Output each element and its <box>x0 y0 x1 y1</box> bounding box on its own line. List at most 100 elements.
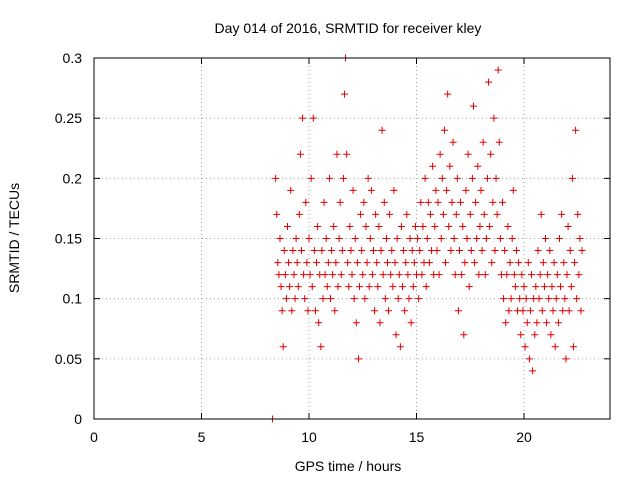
data-point <box>274 259 282 267</box>
data-point <box>317 343 325 351</box>
data-point <box>367 186 375 194</box>
data-point <box>322 235 330 242</box>
data-point <box>550 259 558 267</box>
data-point <box>473 235 481 242</box>
data-point <box>568 174 576 182</box>
data-point <box>339 174 347 182</box>
data-point <box>569 343 577 351</box>
data-point <box>536 271 544 279</box>
data-point <box>446 162 454 170</box>
data-point <box>448 198 456 206</box>
data-point <box>353 259 361 267</box>
data-point <box>471 259 479 267</box>
data-point <box>553 271 561 279</box>
data-point <box>469 102 477 110</box>
data-point <box>327 295 334 303</box>
data-point <box>518 271 526 279</box>
data-point <box>411 222 419 230</box>
data-point <box>415 295 423 303</box>
data-point <box>572 126 580 134</box>
data-point <box>425 259 433 267</box>
data-point <box>526 307 534 315</box>
data-point <box>308 283 316 291</box>
data-point <box>314 222 322 230</box>
data-point <box>429 162 437 170</box>
x-tick-label: 20 <box>516 429 532 445</box>
data-point <box>301 295 309 303</box>
data-point <box>407 319 415 327</box>
data-point <box>414 235 422 242</box>
data-point <box>285 259 293 267</box>
data-point <box>472 198 480 206</box>
data-point <box>505 307 513 315</box>
data-point <box>331 307 339 315</box>
data-point <box>466 210 474 218</box>
data-point <box>368 271 376 279</box>
data-point <box>543 319 551 327</box>
data-point <box>394 295 402 303</box>
data-point <box>340 90 348 98</box>
data-point <box>403 210 411 218</box>
data-point <box>385 307 393 315</box>
data-point <box>529 367 537 375</box>
data-point <box>506 259 514 267</box>
data-point <box>563 271 571 279</box>
data-point <box>350 295 358 303</box>
data-point <box>356 283 364 291</box>
data-point <box>329 271 337 279</box>
y-tick-label: 0.05 <box>55 351 82 367</box>
data-point <box>338 247 346 255</box>
data-point <box>437 235 445 242</box>
data-point <box>567 283 575 291</box>
data-point <box>289 247 297 255</box>
data-point <box>461 259 469 267</box>
data-point <box>547 331 555 339</box>
y-tick-label: 0.2 <box>63 170 83 186</box>
data-point <box>390 186 398 194</box>
data-point <box>574 210 582 218</box>
data-point <box>335 235 343 242</box>
data-point <box>321 271 329 279</box>
data-point <box>552 295 560 303</box>
x-tick-label: 10 <box>301 429 317 445</box>
data-point <box>347 247 355 255</box>
data-point <box>402 259 410 267</box>
data-point <box>468 174 476 182</box>
data-point <box>372 210 380 218</box>
data-point <box>365 283 373 291</box>
x-tick-label: 5 <box>198 429 206 445</box>
data-point <box>409 283 417 291</box>
data-point <box>546 247 554 255</box>
data-point <box>309 114 317 122</box>
data-point <box>292 235 300 242</box>
data-point <box>291 295 299 303</box>
data-point <box>480 210 488 218</box>
data-point <box>482 235 490 242</box>
y-tick-label: 0.3 <box>63 50 83 66</box>
data-point <box>434 198 442 206</box>
data-point <box>295 210 303 218</box>
data-point <box>575 271 583 279</box>
data-point <box>272 174 280 182</box>
data-point <box>378 126 386 134</box>
data-point <box>306 271 314 279</box>
data-point <box>512 247 520 255</box>
data-point <box>330 222 338 230</box>
data-point <box>294 283 302 291</box>
data-point <box>432 186 440 194</box>
data-point <box>311 307 319 315</box>
data-point <box>406 235 414 242</box>
data-point <box>443 186 451 194</box>
data-point <box>346 222 354 230</box>
data-point <box>544 271 552 279</box>
data-point <box>405 295 413 303</box>
data-point <box>479 138 487 146</box>
data-point <box>345 283 353 291</box>
data-point <box>549 307 557 315</box>
data-point <box>516 295 524 303</box>
data-point <box>459 222 467 230</box>
data-point <box>351 235 359 242</box>
data-point <box>555 235 563 242</box>
data-point <box>373 259 381 267</box>
data-point <box>281 271 289 279</box>
